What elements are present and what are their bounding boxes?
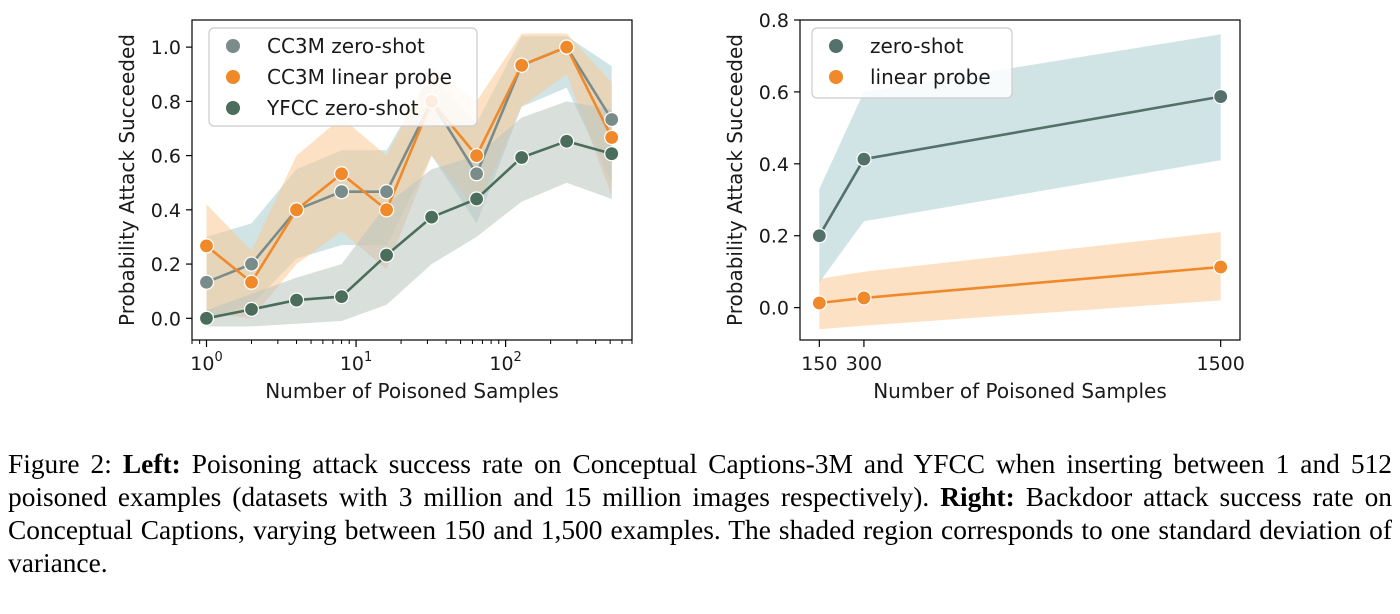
y-tick-label: 0.4 [151,200,181,222]
x-tick-label: 102 [489,350,521,375]
legend: zero-shot linear probe [811,27,1013,99]
data-point-left-1-2 [288,202,305,218]
x-tick-label: 1500 [1196,353,1244,375]
data-point-right-1-0 [811,295,827,311]
series-line-left-1 [205,45,613,285]
caption-right-text: Backdoor attack success rate on Conceptu… [8,482,1392,578]
legend-box [208,27,478,127]
y-tick-label: 1.0 [151,37,181,59]
data-point-left-2-4 [378,247,395,263]
y-axis-label: Probability Attack Succeeded [115,34,139,326]
legend-marker [225,100,241,116]
data-point-left-2-2 [288,292,305,308]
data-point-right-1-2 [1213,259,1229,275]
data-point-left-2-5 [424,209,440,225]
series-line-left-2 [206,139,613,320]
data-point-left-1-3 [333,166,350,182]
data-point-left-2-1 [243,301,260,317]
y-tick-label: 0.8 [759,10,789,32]
x-tick-label: 101 [340,350,372,375]
x-tick-label: 150 [801,353,837,375]
legend-label: zero-shot [870,34,964,58]
y-tick-label: 0.0 [151,308,181,330]
data-point-left-2-0 [198,310,215,326]
y-tick-label: 0.8 [151,91,181,113]
data-point-left-0-9 [604,111,620,128]
data-point-right-1-1 [856,290,872,306]
caption-left-label: Left: [122,449,181,479]
x-tick-label: 100 [190,350,222,375]
legend-box [811,27,1013,99]
data-point-right-0-0 [811,228,827,244]
std-band-left-1 [206,33,612,319]
x-axis-label: Number of Poisoned Samples [873,379,1167,403]
std-band-left-2 [206,101,612,327]
x-axis-label: Number of Poisoned Samples [265,379,559,403]
data-point-left-2-6 [469,191,485,207]
data-point-left-1-7 [514,57,530,73]
data-point-left-1-1 [243,274,260,290]
data-point-left-0-1 [243,256,260,272]
data-point-left-1-4 [378,202,395,218]
data-point-left-0-4 [378,184,395,200]
plot-frame [191,19,633,341]
legend-marker [225,69,241,85]
data-point-left-1-9 [604,129,620,146]
data-point-left-2-7 [514,149,530,166]
data-point-left-2-8 [559,133,575,149]
plot-area [198,33,620,327]
legend-marker [828,69,844,85]
data-point-left-0-0 [198,274,215,290]
x-tick-label: 300 [846,353,882,375]
data-point-right-0-1 [856,151,872,167]
figure-caption: Figure 2: Left: Poisoning attack success… [8,448,1392,580]
right-chart: 0.0 0.2 0.4 0.6 0.8 150 300 1500 Number of Poiso… [723,10,1245,403]
data-point-left-1-6 [469,147,485,164]
caption-figure-label: Figure 2: [8,449,112,479]
y-tick-label: 0.4 [759,154,789,176]
legend: CC3M zero-shot CC3M linear probe YFCC zero… [208,27,478,127]
y-axis-label: Probability Attack Succeeded [723,34,747,326]
caption-left-text: Poisoning attack success rate on Concept… [8,449,1392,512]
data-point-left-2-9 [604,146,620,162]
legend-label: linear probe [870,65,991,89]
legend-marker [828,38,844,54]
legend-label: CC3M linear probe [267,65,452,89]
legend-label: YFCC zero-shot [266,96,419,120]
data-point-left-0-3 [333,184,350,200]
y-tick-label: 0.0 [759,298,789,320]
data-point-left-1-8 [559,39,575,55]
y-tick-label: 0.2 [759,226,789,248]
caption-right-label: Right: [940,482,1015,512]
y-tick-label: 0.6 [151,146,181,168]
legend-label: CC3M zero-shot [267,34,425,58]
plot-frame [799,19,1241,341]
legend-marker [225,38,241,54]
y-tick-label: 0.6 [759,82,789,104]
left-chart: 0.0 0.2 0.4 0.6 0.8 1.0 100 101 102 Number of Poi… [115,19,633,403]
data-point-left-1-0 [198,238,215,254]
data-point-right-0-2 [1213,88,1229,105]
data-point-left-0-6 [469,166,485,182]
data-point-left-2-3 [333,289,350,305]
y-tick-label: 0.2 [151,254,181,276]
std-band-right-1 [819,232,1221,330]
